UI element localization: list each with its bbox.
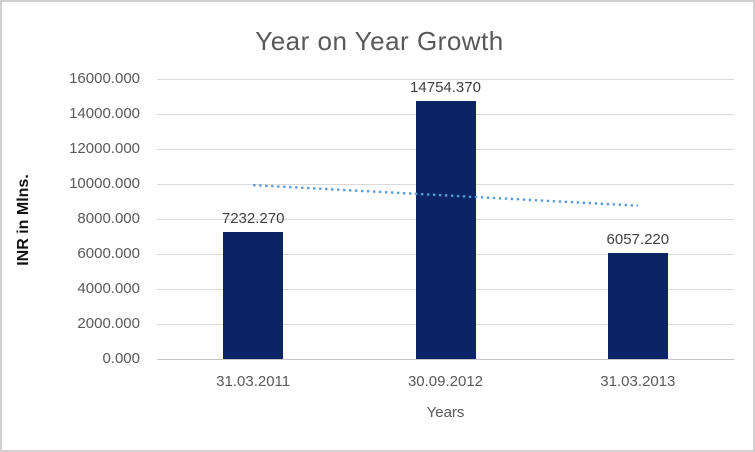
data-label: 6057.220 — [606, 230, 670, 248]
x-tick-label: 31.03.2013 — [600, 373, 676, 390]
chart-title: Year on Year Growth — [255, 26, 504, 56]
y-tick-label: 4000.000 — [77, 280, 140, 297]
y-tick-label: 14000.000 — [69, 105, 140, 122]
bar-31.03.2013[interactable] — [607, 252, 668, 359]
y-tick-label: 0.000 — [102, 350, 140, 367]
y-tick-label: 6000.000 — [77, 245, 140, 262]
gridline — [157, 79, 734, 80]
x-tick-label: 31.03.2011 — [216, 373, 291, 390]
y-tick-label: 10000.000 — [69, 175, 140, 192]
y-tick-label: 16000.000 — [69, 70, 140, 87]
bar-31.03.2011[interactable] — [223, 232, 284, 359]
x-axis-line — [157, 359, 734, 360]
y-tick-label: 2000.000 — [77, 315, 140, 332]
data-label: 7232.270 — [221, 210, 285, 228]
y-tick-label: 12000.000 — [69, 140, 140, 157]
x-tick-label: 30.09.2012 — [407, 373, 484, 390]
data-label: 14754.370 — [410, 78, 481, 96]
plot-area — [157, 79, 734, 360]
bar-30.09.2012[interactable] — [415, 100, 476, 359]
y-tick-label: 8000.000 — [77, 210, 140, 227]
x-axis-title: Years — [426, 404, 465, 421]
